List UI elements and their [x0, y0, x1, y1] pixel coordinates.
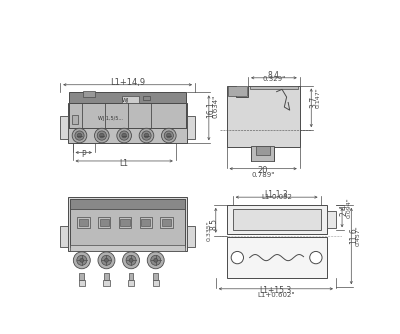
- Text: 0.634": 0.634": [213, 95, 219, 118]
- Circle shape: [123, 252, 140, 269]
- Text: L1-1.3: L1-1.3: [265, 190, 288, 199]
- Circle shape: [98, 252, 115, 269]
- Bar: [162, 219, 171, 226]
- Bar: [228, 86, 247, 96]
- Text: 0.147": 0.147": [316, 87, 321, 108]
- Circle shape: [72, 128, 87, 143]
- Text: 0.329": 0.329": [262, 75, 286, 81]
- Bar: [160, 217, 173, 228]
- Text: WJ 1,5/5...: WJ 1,5/5...: [98, 116, 123, 121]
- Text: 20: 20: [258, 166, 268, 175]
- Circle shape: [144, 133, 149, 138]
- Text: 3.7: 3.7: [309, 96, 318, 108]
- Bar: [119, 217, 131, 228]
- Bar: [153, 280, 159, 287]
- Bar: [141, 219, 150, 226]
- Text: P: P: [82, 150, 86, 159]
- Text: 16.1: 16.1: [207, 101, 216, 118]
- Bar: [256, 146, 270, 155]
- Text: 11.6: 11.6: [349, 227, 358, 244]
- Bar: [70, 199, 185, 209]
- Bar: [128, 280, 134, 287]
- Circle shape: [147, 252, 164, 269]
- Bar: [98, 217, 110, 228]
- Bar: [120, 219, 130, 226]
- Text: L1+0.602": L1+0.602": [257, 292, 294, 298]
- Bar: [233, 209, 320, 230]
- Circle shape: [166, 133, 171, 138]
- Bar: [68, 103, 187, 129]
- Bar: [104, 273, 109, 280]
- Bar: [68, 128, 187, 143]
- Bar: [251, 146, 274, 161]
- Circle shape: [129, 259, 133, 262]
- Text: L1: L1: [120, 159, 129, 168]
- Bar: [226, 237, 327, 278]
- Circle shape: [100, 133, 104, 138]
- Circle shape: [139, 128, 154, 143]
- Bar: [60, 226, 68, 247]
- Text: 0.457": 0.457": [356, 225, 361, 246]
- Circle shape: [73, 252, 90, 269]
- Circle shape: [126, 255, 136, 265]
- Bar: [100, 219, 109, 226]
- Bar: [226, 205, 327, 234]
- Bar: [187, 116, 195, 139]
- Text: 8.4: 8.4: [268, 71, 280, 80]
- Text: 0.789": 0.789": [252, 172, 275, 178]
- Bar: [70, 245, 185, 251]
- Bar: [129, 273, 133, 280]
- Text: WJ: WJ: [122, 98, 129, 103]
- Text: L1+14,9: L1+14,9: [110, 78, 145, 87]
- Circle shape: [77, 133, 82, 138]
- Circle shape: [231, 252, 244, 264]
- Text: 8.5: 8.5: [210, 218, 219, 230]
- Bar: [122, 96, 139, 103]
- Circle shape: [151, 255, 161, 265]
- Bar: [144, 96, 150, 100]
- Text: 2.4: 2.4: [340, 204, 349, 216]
- Bar: [72, 115, 78, 124]
- Text: 0.094": 0.094": [346, 197, 352, 217]
- Circle shape: [117, 128, 132, 143]
- Circle shape: [164, 131, 174, 140]
- Bar: [68, 197, 187, 251]
- Circle shape: [102, 255, 112, 265]
- Bar: [154, 273, 158, 280]
- Text: L1-0.052: L1-0.052: [261, 194, 292, 200]
- Text: 0.335": 0.335": [207, 220, 212, 241]
- Circle shape: [75, 131, 84, 140]
- Bar: [140, 217, 152, 228]
- Circle shape: [122, 133, 126, 138]
- Polygon shape: [226, 86, 300, 147]
- Circle shape: [120, 131, 129, 140]
- Circle shape: [80, 259, 84, 262]
- Bar: [83, 91, 95, 97]
- Circle shape: [142, 131, 151, 140]
- Bar: [80, 273, 84, 280]
- Bar: [103, 280, 110, 287]
- Bar: [187, 226, 195, 247]
- Circle shape: [77, 255, 87, 265]
- Bar: [79, 219, 88, 226]
- Bar: [60, 116, 68, 139]
- Circle shape: [162, 128, 176, 143]
- Circle shape: [310, 252, 322, 264]
- Circle shape: [97, 131, 106, 140]
- Bar: [79, 280, 85, 287]
- Bar: [327, 211, 336, 228]
- Text: L1+15.3: L1+15.3: [260, 286, 292, 295]
- Bar: [70, 93, 186, 103]
- Bar: [70, 199, 185, 247]
- Bar: [77, 217, 90, 228]
- Bar: [70, 103, 186, 129]
- Bar: [250, 86, 298, 90]
- Circle shape: [154, 259, 158, 262]
- Circle shape: [104, 259, 108, 262]
- Circle shape: [94, 128, 109, 143]
